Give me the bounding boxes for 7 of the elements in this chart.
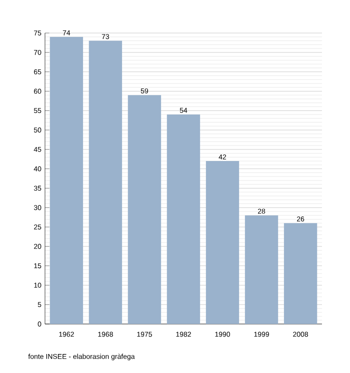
bar <box>50 36 84 324</box>
bar <box>244 215 278 324</box>
bar <box>128 95 162 324</box>
bar <box>284 223 318 324</box>
bar <box>166 114 200 324</box>
bar <box>206 161 240 324</box>
bar <box>88 40 122 324</box>
